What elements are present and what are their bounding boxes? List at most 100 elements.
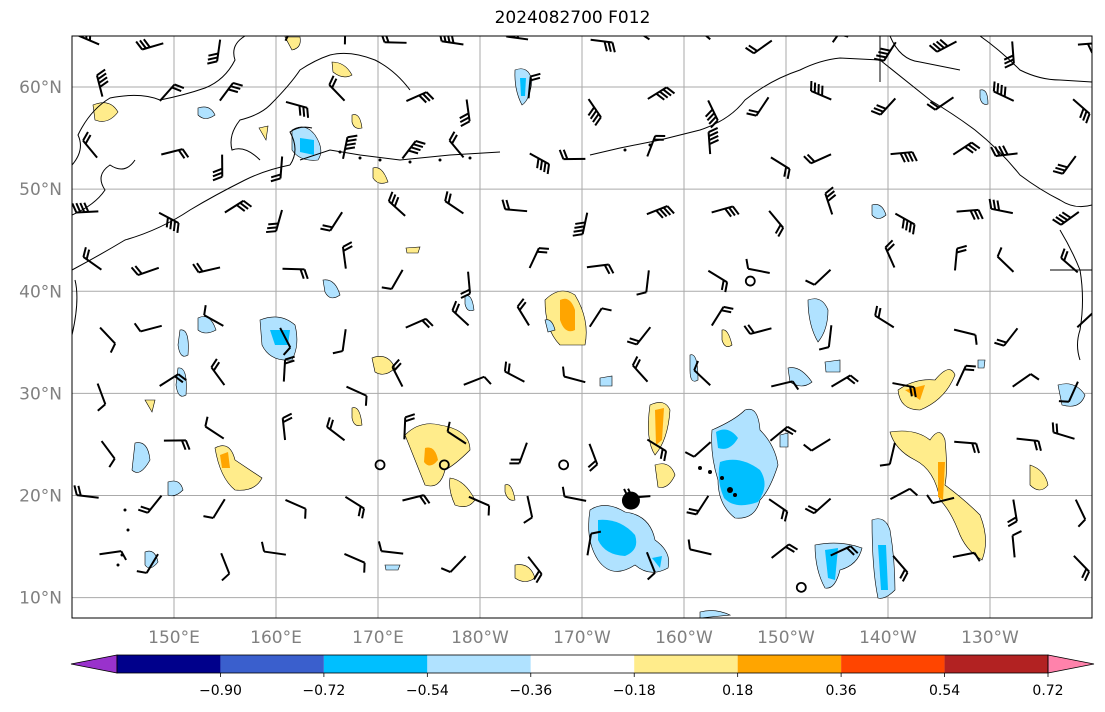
wind-barb: [824, 186, 837, 215]
colorbar-segment: [737, 655, 842, 673]
wind-barb: [874, 305, 895, 329]
wind-barb: [503, 361, 525, 383]
wind-barb: [463, 375, 492, 386]
lon-label: 180°W: [451, 628, 509, 648]
wind-barb: [830, 545, 859, 557]
wind-barb: [1058, 381, 1079, 403]
wind-barb: [558, 149, 586, 161]
wind-barb: [210, 358, 226, 386]
colorbar-tick-label: −0.36: [509, 683, 552, 699]
lat-label: 10°N: [19, 589, 62, 609]
colorbar-segment: [427, 655, 531, 673]
colorbar-tick-label: −0.18: [613, 683, 656, 699]
wind-barb: [265, 209, 283, 234]
wind-barb: [892, 555, 909, 582]
wind-barb: [516, 298, 530, 326]
wind-barb: [387, 191, 406, 217]
wind-barb: [707, 269, 729, 293]
wind-barb: [501, 199, 528, 213]
colorbar-tick-label: −0.54: [406, 683, 449, 699]
wind-barb: [771, 543, 799, 559]
wind-barb: [645, 551, 656, 581]
wind-barb: [285, 100, 310, 118]
wind-barb: [768, 498, 789, 522]
wind-barb: [870, 97, 897, 116]
wind-barb: [207, 39, 222, 65]
colorbar-tick-label: 0.18: [722, 683, 753, 699]
wind-barb: [704, 100, 719, 129]
wind-barb: [163, 439, 191, 451]
island-dots: [116, 143, 737, 567]
wind-barb: [1011, 530, 1022, 558]
wind-barb: [687, 539, 712, 556]
open-circle-marker: [744, 275, 756, 287]
wind-barb: [212, 154, 224, 182]
wind-barb: [281, 412, 293, 441]
wind-barb: [342, 134, 358, 159]
wind-barb: [769, 425, 797, 442]
wind-barb: [642, 36, 651, 41]
wind-barb: [1051, 422, 1075, 440]
wind-barb: [285, 499, 307, 519]
colorbar-segment: [944, 655, 1048, 673]
wind-barb: [805, 268, 832, 286]
wind-barb: [341, 241, 353, 269]
wind-barb: [468, 495, 491, 516]
wind-barb: [523, 495, 534, 524]
wind-barb: [892, 382, 917, 398]
open-circle-marker: [438, 459, 450, 471]
wind-barb: [994, 327, 1019, 347]
lon-label: 130°W: [961, 628, 1019, 648]
wind-barb: [810, 80, 832, 101]
colorbar-tick-label: −0.72: [302, 683, 345, 699]
wind-barb: [332, 329, 347, 355]
wind-barb: [282, 267, 309, 280]
wind-barb: [804, 497, 832, 515]
wind-barb: [130, 265, 160, 276]
wind-barb: [1003, 41, 1015, 69]
wind-barb: [1060, 248, 1079, 274]
open-circle-marker: [558, 459, 570, 471]
wind-barb: [137, 494, 163, 514]
wind-barb: [401, 140, 426, 160]
lat-label: 60°N: [19, 78, 62, 98]
wind-barb: [528, 247, 549, 269]
lon-label: 140°W: [859, 628, 917, 648]
wind-barb: [873, 41, 897, 62]
wind-barb: [320, 211, 343, 232]
wind-barb: [279, 327, 292, 356]
wind-barb: [704, 36, 711, 41]
wind-barb: [96, 383, 107, 412]
wind-barb: [328, 75, 346, 102]
plot-frame: [71, 35, 1093, 619]
lon-label: 150°W: [757, 628, 815, 648]
wind-barb: [527, 72, 541, 99]
wind-barb: [889, 487, 919, 500]
wind-barb: [529, 152, 551, 175]
wind-barb: [890, 151, 918, 163]
wind-barb: [954, 440, 980, 454]
wind-barb: [73, 485, 99, 499]
wind-barb: [884, 239, 896, 268]
wind-barbs: [72, 36, 1092, 584]
wind-barb: [803, 153, 832, 165]
colorbar-segment: [323, 655, 428, 673]
lon-label: 160°E: [250, 628, 302, 648]
wind-barb: [82, 131, 98, 159]
wind-barb: [72, 202, 99, 214]
wind-barb: [282, 355, 295, 382]
open-circle-marker: [795, 581, 807, 593]
wind-barb: [586, 530, 602, 556]
wind-barb: [636, 270, 650, 296]
wind-barb: [136, 553, 159, 574]
wind-barb: [326, 417, 346, 442]
wind-barb: [587, 98, 602, 126]
lat-label: 40°N: [19, 282, 62, 302]
wind-barb: [405, 91, 435, 104]
wind-barb: [647, 86, 676, 101]
wind-barb: [588, 307, 612, 328]
wind-barb: [1072, 98, 1091, 124]
wind-barb: [952, 141, 981, 156]
wind-barb: [572, 212, 589, 237]
wind-barb: [818, 325, 833, 351]
